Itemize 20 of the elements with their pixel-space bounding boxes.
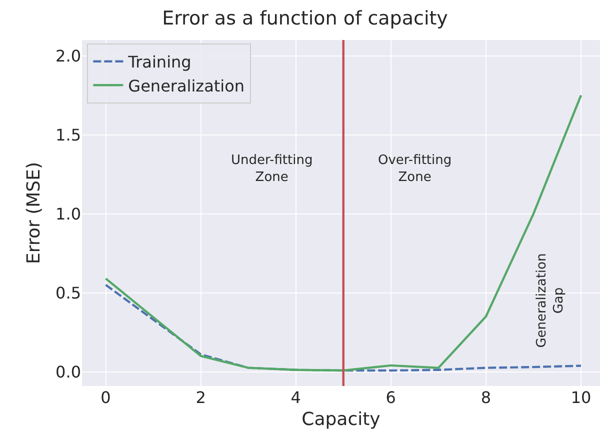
- x-tick-label: 4: [290, 388, 301, 407]
- y-tick-label: 1.5: [56, 125, 81, 144]
- legend-label: Generalization: [128, 76, 245, 96]
- x-tick-label: 10: [570, 388, 592, 407]
- annotation: Over-fitting Zone: [378, 153, 452, 185]
- legend-label: Training: [127, 52, 192, 72]
- x-tick-label: 2: [196, 388, 206, 407]
- y-tick-label: 1.0: [56, 204, 81, 224]
- x-tick-label: 8: [480, 388, 492, 407]
- chart-title: Error as a function of capacity: [162, 7, 448, 30]
- y-axis-title: Error (MSE): [24, 162, 45, 264]
- annotation: Generalization Gap: [534, 253, 567, 348]
- x-axis-title: Capacity: [302, 409, 381, 430]
- y-tick-label: 0.5: [56, 283, 81, 302]
- y-tick-label: 0.0: [56, 362, 81, 382]
- x-tick-label: 0: [100, 388, 111, 407]
- line-series: [104, 94, 582, 372]
- y-tick-label: 2.0: [56, 46, 81, 66]
- x-tick-label: 6: [386, 388, 396, 407]
- annotation: Under-fitting Zone: [231, 153, 313, 185]
